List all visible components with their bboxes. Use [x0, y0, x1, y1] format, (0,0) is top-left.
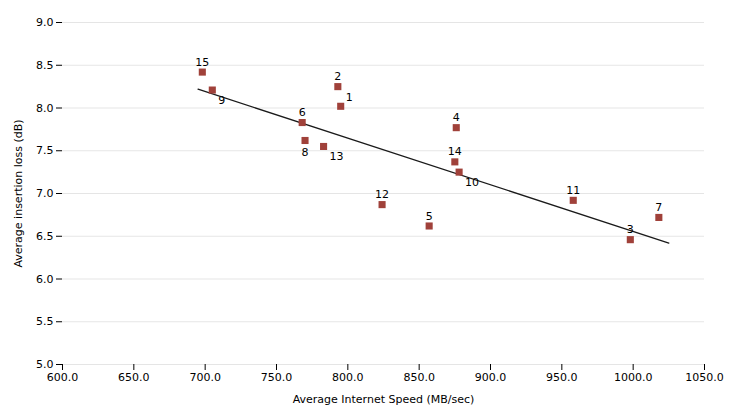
svg-text:15: 15: [195, 56, 209, 69]
svg-text:800.0: 800.0: [332, 371, 364, 384]
svg-text:12: 12: [375, 188, 389, 201]
svg-text:650.0: 650.0: [118, 371, 150, 384]
svg-text:Average insertion loss (dB): Average insertion loss (dB): [12, 119, 25, 267]
svg-text:8: 8: [302, 146, 309, 159]
svg-text:7: 7: [655, 201, 662, 214]
svg-text:11: 11: [566, 184, 580, 197]
svg-text:750.0: 750.0: [261, 371, 293, 384]
svg-text:5: 5: [426, 210, 433, 223]
svg-text:5.0: 5.0: [36, 358, 54, 371]
svg-text:850.0: 850.0: [403, 371, 435, 384]
svg-text:3: 3: [627, 223, 634, 236]
svg-text:6: 6: [299, 106, 306, 119]
svg-text:5.5: 5.5: [36, 315, 54, 328]
svg-text:950.0: 950.0: [546, 371, 578, 384]
svg-text:7.0: 7.0: [36, 187, 54, 200]
svg-text:14: 14: [448, 145, 462, 158]
svg-text:Average Internet Speed (MB/sec: Average Internet Speed (MB/sec): [293, 393, 475, 406]
svg-text:900.0: 900.0: [475, 371, 507, 384]
svg-text:10: 10: [465, 176, 479, 189]
svg-text:8.5: 8.5: [36, 59, 54, 72]
svg-text:700.0: 700.0: [189, 371, 221, 384]
svg-text:1: 1: [346, 91, 353, 104]
svg-text:6.5: 6.5: [36, 230, 54, 243]
svg-text:2: 2: [334, 70, 341, 83]
svg-text:9.0: 9.0: [36, 16, 54, 29]
svg-text:8.0: 8.0: [36, 102, 54, 115]
svg-text:9: 9: [218, 94, 225, 107]
svg-text:1000.0: 1000.0: [614, 371, 653, 384]
svg-text:7.5: 7.5: [36, 144, 54, 157]
svg-text:1050.0: 1050.0: [685, 371, 724, 384]
svg-text:4: 4: [453, 111, 460, 124]
svg-text:13: 13: [330, 150, 344, 163]
svg-text:6.0: 6.0: [36, 273, 54, 286]
svg-text:600.0: 600.0: [47, 371, 79, 384]
